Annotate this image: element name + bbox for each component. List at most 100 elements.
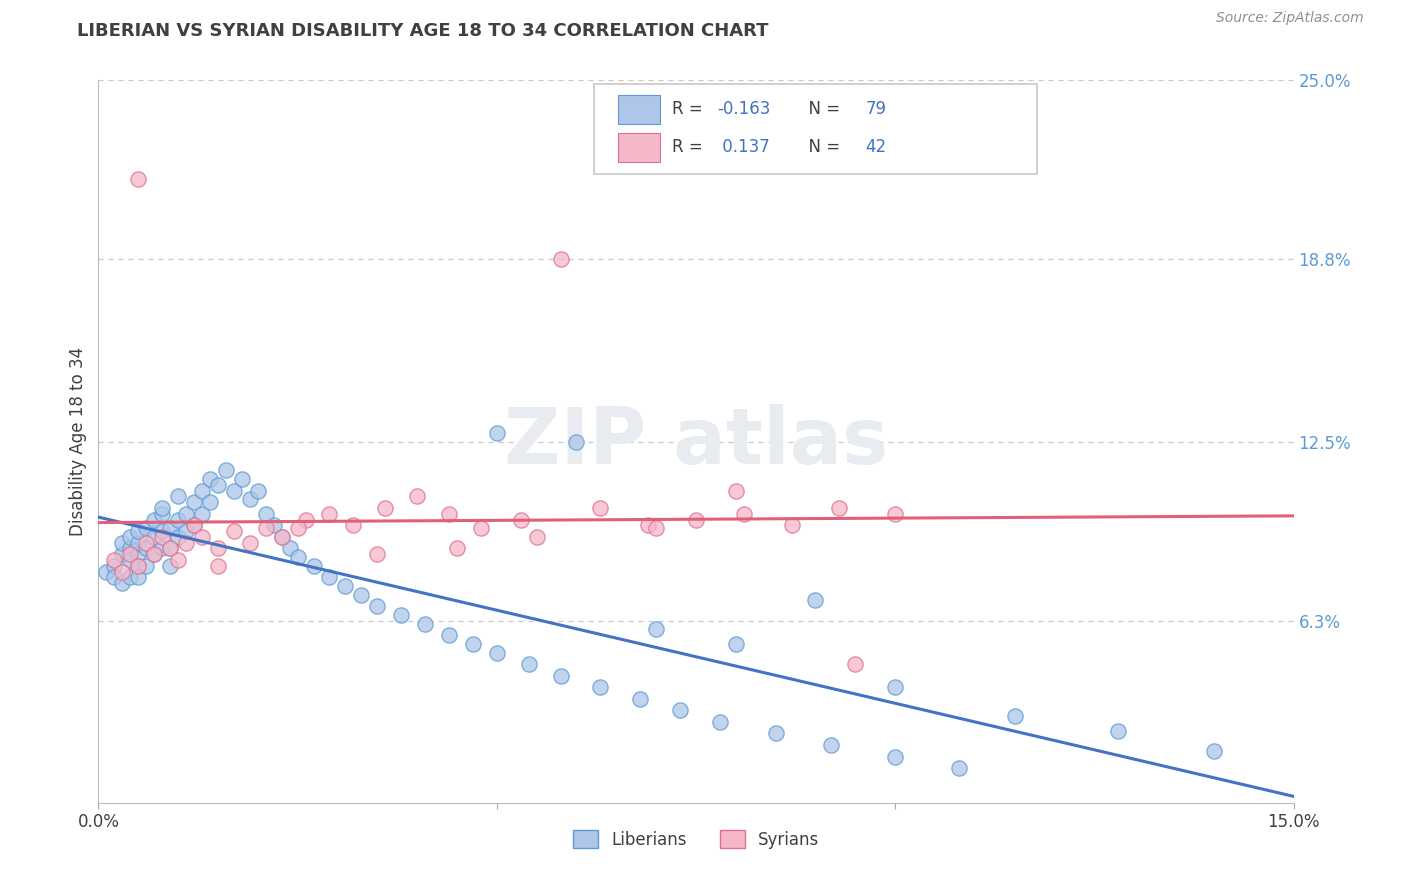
Point — [143, 547, 166, 561]
Point — [389, 607, 412, 622]
Point — [120, 570, 142, 584]
Point — [120, 553, 142, 567]
Point — [174, 535, 197, 549]
Point — [406, 490, 429, 504]
Point — [198, 472, 221, 486]
Point — [645, 623, 668, 637]
Y-axis label: Disability Age 18 to 34: Disability Age 18 to 34 — [69, 347, 87, 536]
Point — [167, 490, 190, 504]
Point — [207, 541, 229, 556]
Point — [342, 518, 364, 533]
Point — [215, 463, 238, 477]
Point — [191, 483, 214, 498]
Point — [287, 550, 309, 565]
Point — [270, 530, 292, 544]
Point — [120, 547, 142, 561]
Point — [948, 761, 970, 775]
Point — [207, 558, 229, 573]
Point — [174, 524, 197, 538]
Point — [191, 507, 214, 521]
Point — [828, 501, 851, 516]
Point — [183, 518, 205, 533]
Point — [589, 501, 612, 516]
Point — [669, 703, 692, 717]
FancyBboxPatch shape — [595, 84, 1036, 174]
Point — [270, 530, 292, 544]
Bar — [619, 95, 661, 124]
Point — [637, 518, 659, 533]
Point — [366, 547, 388, 561]
Point — [159, 521, 181, 535]
Point — [517, 657, 540, 671]
Text: Source: ZipAtlas.com: Source: ZipAtlas.com — [1216, 11, 1364, 25]
Point — [318, 507, 340, 521]
Point — [222, 524, 245, 538]
Point — [437, 628, 460, 642]
Point — [239, 535, 262, 549]
Point — [96, 565, 118, 579]
Point — [724, 637, 747, 651]
Point — [485, 646, 508, 660]
Point — [302, 558, 325, 573]
Point — [207, 478, 229, 492]
Point — [709, 714, 731, 729]
Point — [103, 553, 125, 567]
Point — [135, 535, 157, 549]
Point — [198, 495, 221, 509]
Point — [159, 541, 181, 556]
Point — [167, 553, 190, 567]
Point — [350, 588, 373, 602]
Point — [239, 492, 262, 507]
Point — [150, 524, 173, 538]
Point — [628, 691, 651, 706]
Point — [222, 483, 245, 498]
Point — [127, 570, 149, 584]
Point — [143, 547, 166, 561]
Point — [446, 541, 468, 556]
Point — [135, 558, 157, 573]
Point — [509, 512, 531, 526]
Point — [461, 637, 484, 651]
Point — [127, 558, 149, 573]
Point — [174, 507, 197, 521]
Point — [150, 507, 173, 521]
Text: R =: R = — [672, 138, 709, 156]
Point — [127, 171, 149, 186]
Point — [231, 472, 253, 486]
Point — [565, 434, 588, 449]
Point — [550, 668, 572, 682]
Point — [485, 425, 508, 440]
Text: R =: R = — [672, 100, 709, 118]
Legend: Liberians, Syrians: Liberians, Syrians — [572, 830, 820, 848]
Text: N =: N = — [797, 138, 845, 156]
Point — [150, 501, 173, 516]
Point — [167, 512, 190, 526]
Point — [804, 593, 827, 607]
Text: 79: 79 — [866, 100, 887, 118]
Point — [278, 541, 301, 556]
Point — [263, 518, 285, 533]
Text: 42: 42 — [866, 138, 887, 156]
Point — [294, 512, 316, 526]
Point — [120, 541, 142, 556]
Point — [159, 541, 181, 556]
Point — [254, 507, 277, 521]
Text: -0.163: -0.163 — [717, 100, 770, 118]
Point — [374, 501, 396, 516]
Point — [550, 252, 572, 267]
Point — [437, 507, 460, 521]
Point — [470, 521, 492, 535]
Point — [884, 749, 907, 764]
Point — [183, 518, 205, 533]
Point — [254, 521, 277, 535]
Point — [159, 558, 181, 573]
Point — [183, 495, 205, 509]
Point — [366, 599, 388, 614]
Text: N =: N = — [797, 100, 845, 118]
Point — [780, 518, 803, 533]
Point — [1202, 744, 1225, 758]
Point — [844, 657, 866, 671]
Point — [645, 521, 668, 535]
Point — [191, 530, 214, 544]
Point — [111, 535, 134, 549]
